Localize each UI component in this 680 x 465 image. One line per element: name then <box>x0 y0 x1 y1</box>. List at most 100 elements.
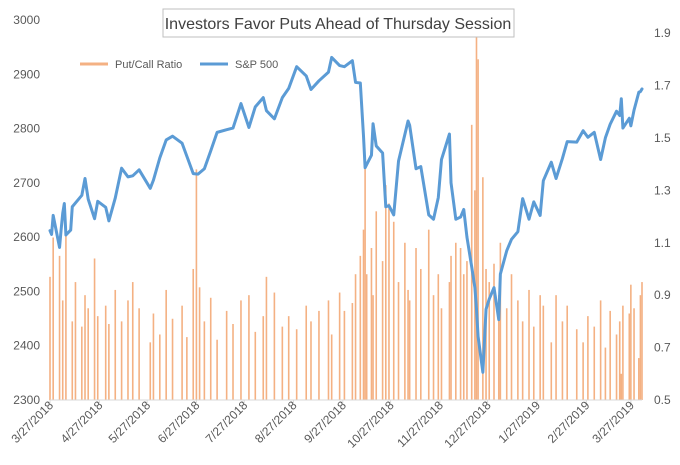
put-call-bar <box>198 287 201 400</box>
put-call-bar <box>448 282 451 400</box>
x-tick-label: 10/27/2018 <box>344 398 397 451</box>
put-call-bar <box>338 292 341 400</box>
x-tick-label: 3/27/2019 <box>589 398 637 446</box>
put-call-bar <box>566 305 568 400</box>
put-call-bar <box>622 305 624 400</box>
x-tick-label: 2/27/2019 <box>545 398 593 446</box>
x-tick-label: 9/27/2018 <box>301 398 349 446</box>
put-call-bar <box>359 255 362 400</box>
put-call-bar <box>427 229 430 400</box>
put-call-bar <box>61 300 64 400</box>
put-call-bar <box>615 334 618 400</box>
put-call-bar <box>327 300 330 400</box>
put-call-bar <box>561 321 564 400</box>
put-call-bar <box>370 248 373 400</box>
put-call-bar <box>52 237 54 400</box>
x-tick-label: 1/27/2019 <box>495 398 543 446</box>
legend-label-sp500: S&P 500 <box>235 59 278 71</box>
put-call-bar <box>466 261 468 400</box>
y-left-tick-label: 3000 <box>13 13 40 27</box>
put-call-bar <box>281 326 284 400</box>
put-call-bar <box>181 305 183 400</box>
put-call-bar <box>159 334 161 400</box>
put-call-bar <box>138 308 140 400</box>
put-call-bar <box>265 276 268 400</box>
put-call-bar <box>510 274 513 400</box>
put-call-bar <box>415 248 417 400</box>
put-call-bar <box>599 300 602 400</box>
put-call-bar <box>262 316 265 400</box>
put-call-bar <box>517 300 519 400</box>
put-call-bar <box>620 373 623 400</box>
put-call-bar <box>209 297 212 400</box>
put-call-bar <box>58 255 61 400</box>
put-call-bar <box>114 289 117 400</box>
put-call-bar <box>351 303 354 400</box>
legend: Put/Call Ratio S&P 500 <box>80 59 278 71</box>
put-call-bar <box>542 305 545 400</box>
x-tick-label: 4/27/2018 <box>58 398 106 446</box>
put-call-bar <box>225 310 228 400</box>
put-call-bar <box>497 295 500 400</box>
put-call-bar <box>440 308 443 400</box>
put-call-bar <box>618 321 621 400</box>
put-call-bar <box>555 295 557 400</box>
sp500-line-layer <box>48 55 644 374</box>
put-call-bar <box>248 295 250 400</box>
legend-label-put-call: Put/Call Ratio <box>115 59 182 71</box>
put-call-bar <box>493 263 495 400</box>
put-call-bar <box>131 282 134 400</box>
put-call-bar <box>65 229 67 400</box>
put-call-bars <box>49 27 643 401</box>
put-call-bar <box>404 242 406 400</box>
sp500-line <box>48 55 644 374</box>
put-call-bar <box>273 292 276 400</box>
put-call-bar <box>628 313 631 400</box>
y-left-tick-label: 2800 <box>13 122 40 136</box>
put-call-bar <box>630 284 632 400</box>
y-left-tick-label: 2900 <box>13 67 40 81</box>
put-call-bar <box>71 321 74 400</box>
put-call-bar <box>343 310 346 400</box>
put-call-bar <box>499 242 502 400</box>
put-call-bar <box>609 310 611 400</box>
put-call-bar <box>521 321 524 400</box>
y-left-tick-label: 2600 <box>13 230 40 244</box>
put-call-bar <box>240 300 242 400</box>
put-call-bar <box>305 305 308 400</box>
y-right-tick-label: 0.7 <box>654 341 671 355</box>
put-call-bar <box>388 203 390 400</box>
put-call-bar <box>582 342 584 400</box>
put-call-bar <box>120 321 123 400</box>
y-right-tick-label: 1.7 <box>654 79 671 93</box>
put-call-bar <box>74 282 77 400</box>
put-call-bar <box>437 274 440 400</box>
title-box <box>162 8 515 38</box>
put-call-bar <box>49 276 51 400</box>
put-call-bar <box>462 274 465 400</box>
put-call-bar <box>104 305 107 400</box>
x-tick-label: 12/27/2018 <box>441 398 494 451</box>
put-call-bar <box>604 347 607 400</box>
put-call-bar <box>203 321 206 400</box>
y-right-tick-label: 1.3 <box>654 183 671 197</box>
put-call-bar <box>408 300 411 400</box>
y-left-tick-label: 2300 <box>13 393 40 407</box>
put-call-bar <box>575 329 578 400</box>
y-left-tick-label: 2400 <box>13 339 40 353</box>
put-call-bar <box>420 268 422 400</box>
put-call-bar <box>532 326 535 400</box>
put-call-bar <box>539 295 541 400</box>
put-call-bar <box>482 177 484 400</box>
put-call-bar <box>149 342 152 400</box>
put-call-bar <box>450 255 452 400</box>
x-tick-label: 11/27/2018 <box>394 398 446 450</box>
x-tick-label: 7/27/2018 <box>203 398 251 446</box>
y-left-tick-label: 2500 <box>13 284 40 298</box>
put-call-bar <box>375 211 378 400</box>
put-call-bar <box>295 329 298 400</box>
put-call-bar <box>488 282 491 400</box>
put-call-bar <box>84 295 86 400</box>
put-call-bar <box>475 27 478 401</box>
